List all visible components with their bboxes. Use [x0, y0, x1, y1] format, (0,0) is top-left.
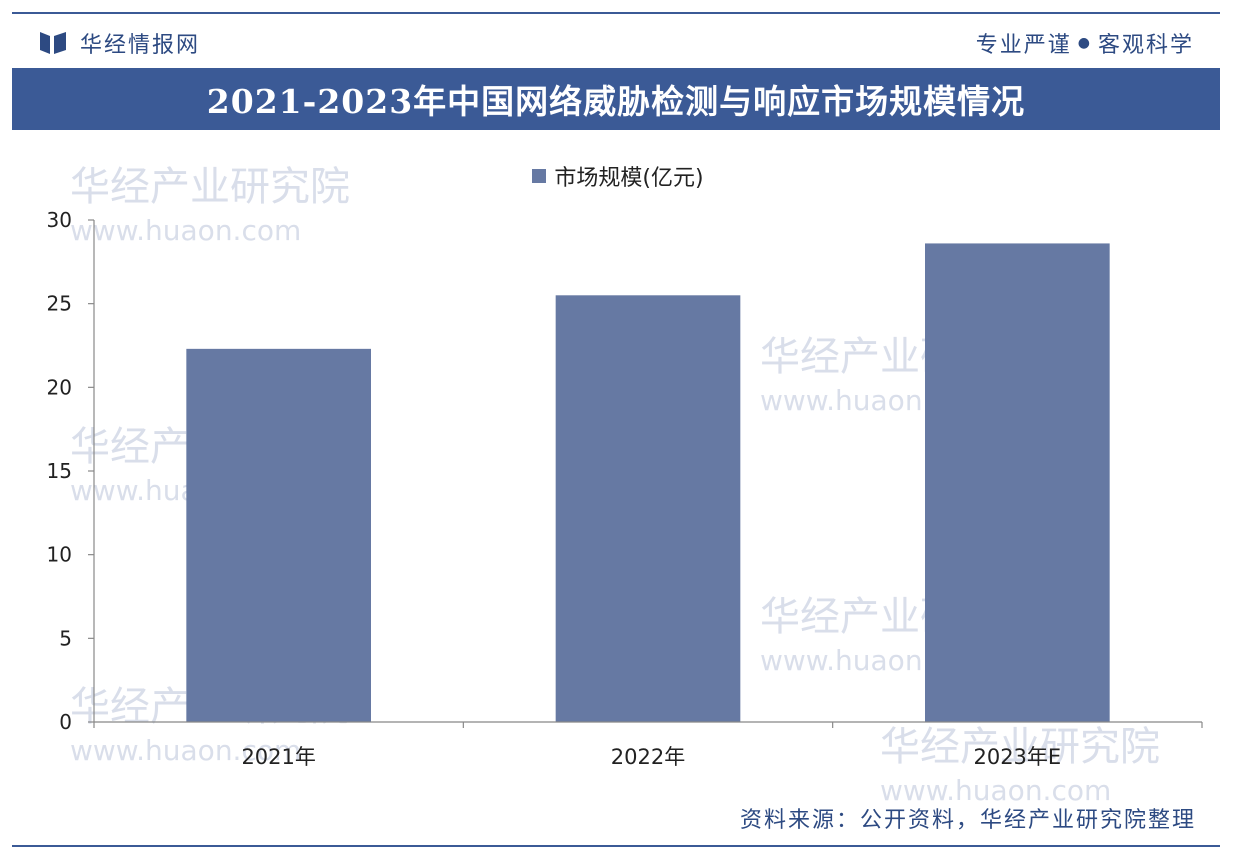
brand-name: 华经情报网 — [80, 33, 201, 58]
chart-title: 2021-2023年中国网络威胁检测与响应市场规模情况 — [206, 82, 1026, 121]
source-note: 资料来源：公开资料，华经产业研究院整理 — [739, 808, 1196, 833]
y-tick-label: 10 — [47, 543, 72, 567]
slogan-dot: ● — [1077, 35, 1092, 51]
x-tick-label: 2021年 — [241, 745, 315, 769]
watermark-url: www.huaon.com — [70, 214, 301, 247]
watermark-url: www.huaon.com — [880, 774, 1111, 807]
y-tick-label: 15 — [47, 459, 72, 483]
slogan-left: 专业严谨 — [975, 33, 1072, 58]
slogan: 专业严谨 ● 客观科学 — [976, 26, 1194, 60]
legend-label: 市场规模(亿元) — [554, 166, 704, 191]
legend-swatch — [532, 169, 547, 183]
bar-3 — [925, 243, 1110, 722]
brand-logo-icon — [40, 32, 66, 54]
y-tick-label: 25 — [47, 292, 72, 316]
y-tick-label: 20 — [47, 375, 72, 399]
x-tick-label: 2022年 — [611, 745, 685, 769]
top-rule — [12, 12, 1220, 14]
y-tick-label: 30 — [47, 208, 72, 232]
brand: 华经情报网 — [40, 26, 200, 60]
y-tick-label: 0 — [59, 710, 72, 734]
x-tick-label: 2023年E — [973, 745, 1061, 769]
legend: 市场规模(亿元) — [0, 160, 1236, 192]
watermark-name: 华经产业研究院 — [880, 724, 1160, 770]
slogan-right: 客观科学 — [1097, 33, 1194, 58]
bar-1 — [186, 348, 371, 722]
bar-2 — [555, 295, 741, 722]
watermark-name: 华经产业研究院 — [70, 164, 350, 210]
bottom-rule — [12, 845, 1220, 847]
title-banner: 2021-2023年中国网络威胁检测与响应市场规模情况 — [12, 68, 1220, 130]
y-tick-label: 5 — [59, 626, 72, 650]
bars-layer — [186, 243, 1110, 722]
axes-layer: 0 5 10 15 20 25 30 2021年 2022年 2023年E — [47, 208, 1203, 769]
watermark-url: www.huaon.com — [70, 734, 301, 767]
